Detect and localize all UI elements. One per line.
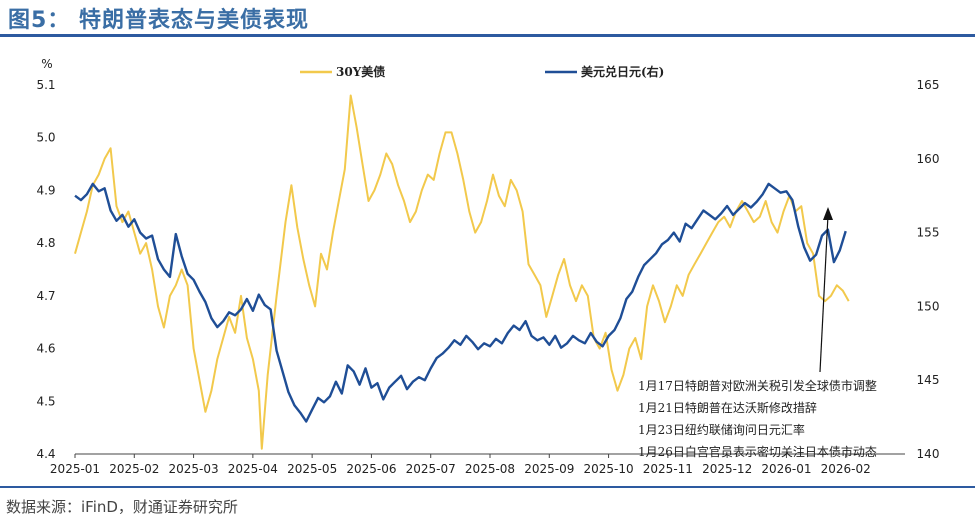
x-tick-label: 2025-07 [406,462,456,476]
left-axis-tick-label: 5.1 [36,78,55,92]
legend-label: 30Y美债 [336,64,385,79]
x-tick-label: 2025-09 [524,462,574,476]
right-axis-tick-label: 140 [917,447,940,461]
x-tick-label: 2025-08 [465,462,515,476]
x-tick-label: 2025-12 [702,462,752,476]
series-line-30y-treasury [74,94,850,450]
annotation-arrow-line [819,214,829,373]
left-axis-tick-label: 4.6 [36,342,55,356]
figure-title: 图5： 特朗普表态与美债表现 [8,8,309,33]
bottom-divider [0,486,975,488]
x-tick-label: 2026-02 [821,462,871,476]
left-axis-tick-label: 5.0 [36,131,55,145]
chart: 2025-01 2025-02 2025-03 2025-04 2025-05 2025-… [36,57,940,476]
legend-label: 美元兑日元(右) [581,64,664,79]
annotation-text: 1月21日特朗普在达沃斯修改措辞 [638,400,817,415]
x-tick-label: 2025-01 [50,462,100,476]
annotation-text: 1月23日纽约联储询问日元汇率 [638,422,805,437]
left-axis-unit: % [41,57,52,71]
x-tick-label: 2025-04 [228,462,278,476]
right-axis-tick-label: 160 [917,152,940,166]
left-axis-tick-label: 4.4 [36,447,55,461]
annotation-text: 1月17日特朗普对欧洲关税引发全球债市调整 [638,378,877,393]
right-axis-tick-label: 155 [917,226,940,240]
left-axis-tick-label: 4.7 [36,289,55,303]
right-axis-tick-label: 145 [917,373,940,387]
left-axis-tick-label: 4.8 [36,236,55,250]
x-tick-label: 2025-05 [287,462,337,476]
series-line-usdjpy [74,182,847,423]
title-divider [0,34,975,37]
x-tick-label: 2025-10 [584,462,634,476]
x-tick-label: 2025-06 [346,462,396,476]
right-axis-tick-label: 165 [917,78,940,92]
left-axis-tick-label: 4.9 [36,183,55,197]
annotation-text: 1月26日白宫官员表示密切关注日本债市动态 [638,444,877,459]
x-tick-label: 2025-11 [643,462,693,476]
data-source: 数据来源：iFinD，财通证券研究所 [6,498,238,516]
annotation-arrowhead [823,207,833,220]
right-axis-tick-label: 150 [917,299,940,313]
x-tick-label: 2025-03 [169,462,219,476]
x-tick-label: 2025-02 [109,462,159,476]
left-axis-tick-label: 4.5 [36,394,55,408]
x-tick-label: 2026-01 [761,462,811,476]
